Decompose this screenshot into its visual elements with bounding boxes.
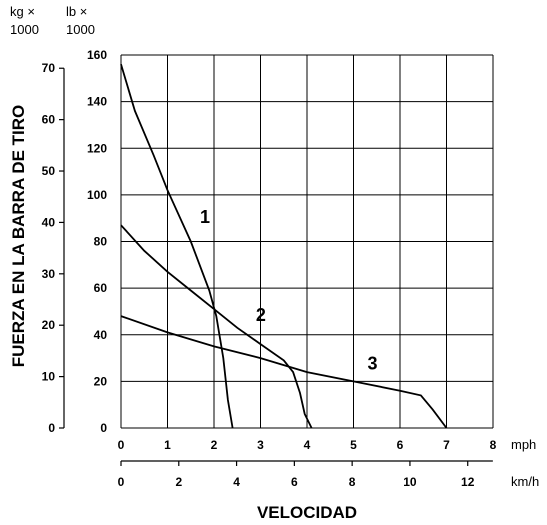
mph-tick-label: 0 — [118, 438, 125, 452]
curve-1 — [120, 64, 234, 429]
kmh-unit-label: km/h — [511, 474, 539, 489]
kg-tick-label: 50 — [42, 164, 56, 178]
mph-tick-label: 8 — [490, 438, 497, 452]
y-axis-title: FUERZA EN LA BARRA DE TIRO — [9, 105, 28, 368]
mph-tick-label: 1 — [164, 438, 171, 452]
curves: 1 2 3 — [120, 64, 448, 429]
lb-tick-label: 60 — [94, 281, 108, 295]
mph-tick-label: 4 — [304, 438, 311, 452]
kg-unit-label: kg × — [10, 4, 35, 19]
mph-tick-label: 5 — [350, 438, 357, 452]
kmh-tick-label: 10 — [403, 475, 417, 489]
kg-unit-factor: 1000 — [10, 22, 39, 37]
kg-axis: 0 10 20 30 40 50 60 70 — [42, 61, 65, 435]
kmh-tick-label: 6 — [291, 475, 298, 489]
lb-tick-label: 20 — [94, 374, 108, 388]
kmh-tick-label: 2 — [175, 475, 182, 489]
kg-tick-label: 20 — [42, 318, 56, 332]
mph-tick-label: 7 — [443, 438, 450, 452]
mph-tick-label: 3 — [257, 438, 264, 452]
mph-tick-label: 2 — [211, 438, 218, 452]
kg-tick-label: 60 — [42, 113, 56, 127]
lb-tick-label: 40 — [94, 328, 108, 342]
kmh-tick-label: 12 — [461, 475, 475, 489]
lb-tick-label: 120 — [87, 141, 107, 155]
lb-tick-label: 140 — [87, 95, 107, 109]
lb-axis: 0 20 40 60 80 100 120 140 160 — [87, 48, 107, 435]
curve-label-2: 2 — [256, 305, 266, 325]
lb-tick-label: 80 — [94, 235, 108, 249]
kmh-tick-label: 8 — [349, 475, 356, 489]
curve-3 — [120, 315, 448, 429]
kmh-tick-label: 4 — [233, 475, 240, 489]
lb-tick-label: 100 — [87, 188, 107, 202]
mph-tick-label: 6 — [397, 438, 404, 452]
plot-grid — [120, 54, 494, 429]
curve-2 — [120, 224, 313, 429]
kg-tick-label: 0 — [48, 421, 55, 435]
kmh-tick-label: 0 — [118, 475, 125, 489]
lb-tick-label: 0 — [100, 421, 107, 435]
mph-axis: 0 1 2 3 4 5 6 7 8 — [118, 438, 497, 452]
x-axis-title: VELOCIDAD — [257, 503, 357, 522]
kg-tick-label: 70 — [42, 61, 56, 75]
kg-tick-label: 10 — [42, 370, 56, 384]
kg-tick-label: 30 — [42, 267, 56, 281]
mph-unit-label: mph — [511, 437, 536, 452]
kmh-axis: 0 2 4 6 8 10 12 — [118, 460, 493, 489]
lb-tick-label: 160 — [87, 48, 107, 62]
curve-label-1: 1 — [200, 207, 210, 227]
kg-tick-label: 40 — [42, 215, 56, 229]
lb-unit-label: lb × — [66, 4, 87, 19]
lb-unit-factor: 1000 — [66, 22, 95, 37]
curve-label-3: 3 — [367, 354, 377, 374]
